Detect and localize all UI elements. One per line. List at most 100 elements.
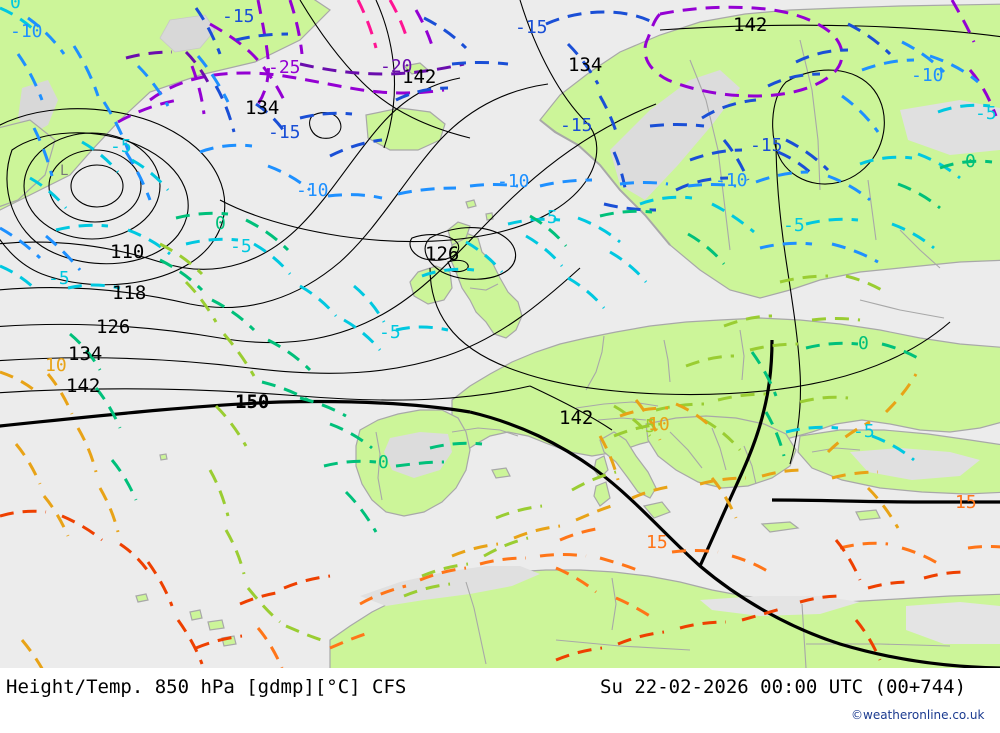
height-contour-label: 134 [68, 343, 102, 365]
isotherm-label: -5 [975, 103, 997, 124]
land-sicily [642, 501, 671, 519]
isotherm-label: 0 [215, 213, 226, 234]
border-uk-scot [469, 283, 499, 291]
height-contour-150-thick-d [771, 498, 1000, 504]
border-algeria-tunisia [611, 577, 617, 631]
height-contour-label: 142 [559, 407, 593, 429]
height-contour-150-thick-c [698, 339, 774, 567]
land-cyprus [855, 509, 881, 521]
terrain-scandes [610, 70, 740, 200]
height-contour-150-thick [0, 399, 471, 428]
border-germany-poland [663, 339, 671, 383]
height-contour-layer [0, 0, 1000, 668]
height-contour-label: 142 [402, 66, 436, 88]
land-western-europe [451, 317, 1000, 457]
isotherm-label: 0 [10, 0, 21, 13]
border-mali [555, 639, 691, 651]
isotherm-label: 15 [955, 492, 977, 513]
height-contour-label: 134 [568, 54, 602, 76]
height-contour-142-east [659, 24, 1000, 38]
isotherm-label: -15 [560, 115, 593, 136]
border-balkans-1 [669, 431, 703, 469]
border-turkey-w [811, 447, 861, 453]
land-sardinia [593, 481, 611, 507]
isotherm-label: -25 [268, 57, 301, 78]
height-contour-tiny-oval [447, 259, 469, 273]
isotherm-label: 0 [378, 452, 389, 473]
height-contour-110 [0, 77, 461, 270]
isotherm-label: 15 [646, 532, 668, 553]
coast-norway-fjords [539, 119, 671, 246]
chart-title-label: Height/Temp. 850 hPa [gdmp][°C] CFS [6, 676, 407, 698]
height-contour-se-branch [529, 385, 613, 431]
border-italy-north [597, 417, 647, 421]
landmass-layer [0, 0, 1000, 668]
border-egypt-sudan [806, 643, 951, 647]
border-layer [375, 39, 951, 668]
isotherm-label: -10 [296, 180, 329, 201]
land-balearics [491, 467, 511, 479]
height-contour-scot-ridge [424, 227, 517, 280]
height-contour-142-west [0, 385, 531, 401]
isotherm-label: -5 [48, 268, 70, 289]
isotherm-label: 10 [45, 355, 67, 376]
isotherm-minus30 [356, 0, 410, 49]
isotherm-label: -15 [750, 135, 783, 156]
terrain-anatolia [850, 448, 980, 480]
chart-footer: Height/Temp. 850 hPa [gdmp][°C] CFS Su 2… [0, 668, 1000, 733]
height-contour-150-thick-b [469, 410, 1000, 668]
height-contour-label: 110 [110, 241, 144, 263]
isotherm-label: -5 [853, 421, 875, 442]
terrain-sahara-2 [906, 602, 1000, 644]
isotherm-minus25 [117, 0, 998, 124]
isotherm-label: -10 [911, 65, 944, 86]
isotherm-zero [69, 159, 993, 533]
valid-time-label: Su 22-02-2026 00:00 UTC (00+744) [600, 676, 967, 698]
border-poland-east [739, 329, 745, 381]
height-contour-low-ring-4 [6, 132, 189, 265]
isotherm-plus15 [256, 526, 1000, 668]
isotherm-label: -20 [380, 56, 413, 77]
isotherm-minus10 [0, 16, 979, 271]
isotherm-minus15 [194, 7, 892, 212]
copyright-label: ©weatheronline.co.uk [851, 708, 985, 722]
height-contour-label: 134 [245, 97, 279, 119]
height-contour-oval-east [772, 69, 885, 185]
height-contour-118 [0, 83, 549, 308]
isotherm-label: -5 [379, 322, 401, 343]
land-italy [599, 431, 657, 499]
height-contour-134-norway [219, 0, 598, 243]
border-belarus [899, 229, 941, 269]
height-contour-label: 118 [112, 282, 146, 304]
isotherm-label: -10 [10, 21, 43, 42]
isotherm-layer [0, 0, 1000, 668]
land-canaries-2 [207, 619, 225, 631]
land-shetland [485, 212, 494, 221]
isotherm-minus20 [125, 50, 465, 87]
land-crete [760, 521, 800, 533]
land-faroes [465, 199, 477, 209]
height-contour-126 [0, 103, 657, 344]
isotherm-label: 0 [965, 151, 976, 172]
map-canvas[interactable]: 110 118 126 134 142 150 134 142 134 142 126 142 0 -1… [0, 0, 1000, 669]
border-portugal-spain [375, 431, 383, 501]
border-france-germany [585, 335, 605, 391]
height-contour-142-central [429, 267, 951, 396]
border-se-fi [799, 39, 821, 191]
isotherm-label: -15 [515, 17, 548, 38]
land-azores-speck [159, 453, 168, 461]
border-balkans-2 [711, 427, 727, 471]
height-contour-label: 142 [733, 14, 767, 36]
isotherm-label: -5 [783, 215, 805, 236]
land-great-britain [449, 232, 523, 339]
border-alps [575, 401, 659, 409]
isotherm-label: -5 [110, 136, 132, 157]
height-contour-east-ridge [775, 139, 802, 465]
isotherm-label: -5 [536, 207, 558, 228]
height-contour-134-north [299, 0, 471, 139]
land-greenland [0, 0, 331, 211]
border-scand-no-se [689, 59, 731, 251]
terrain-nw-russia [900, 100, 1000, 155]
isotherm-label: -15 [222, 6, 255, 27]
